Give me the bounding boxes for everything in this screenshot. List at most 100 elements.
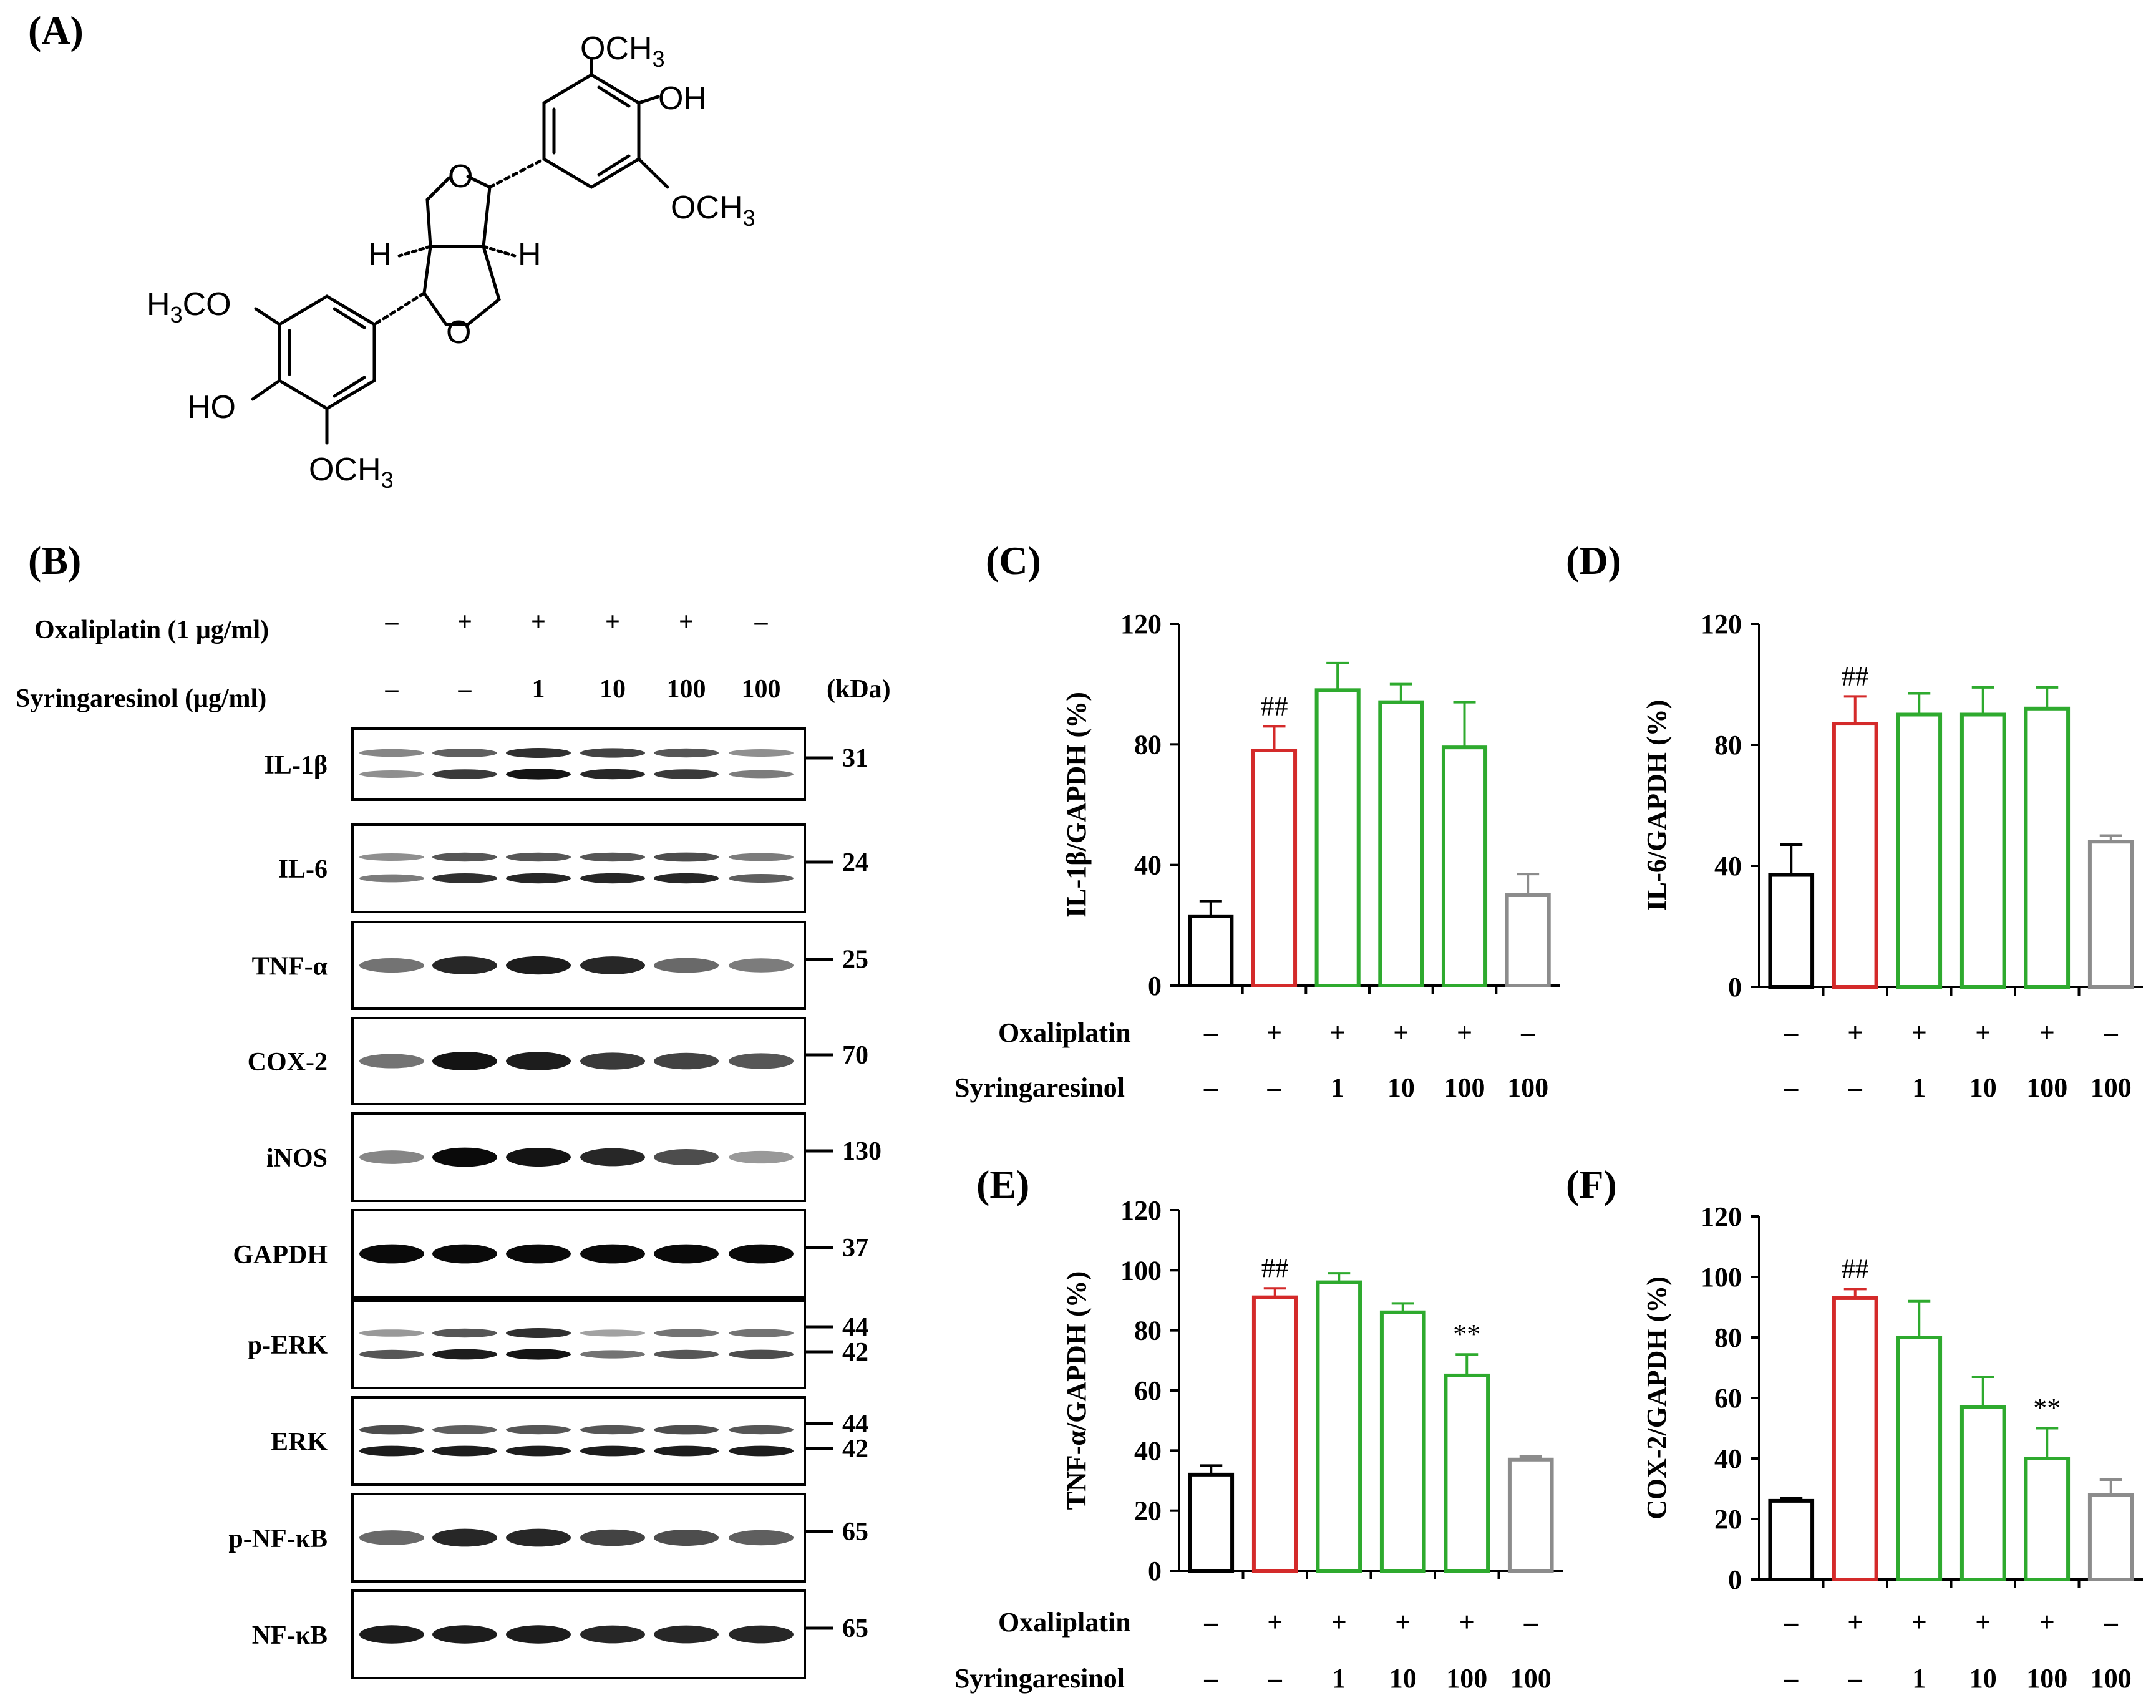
blot-band (580, 748, 645, 758)
blot-band (432, 1349, 497, 1360)
syringaresinol-dose: – (1267, 1072, 1282, 1103)
panel-label-d: (D) (1566, 538, 1621, 583)
marker-kda-label: 70 (842, 1041, 868, 1070)
blot-band (359, 1445, 424, 1457)
oxaliplatin-sign: + (1393, 1017, 1409, 1048)
y-axis-label: IL-1β/GAPDH (%) (1061, 692, 1092, 918)
significance-annotation: ## (1261, 1253, 1289, 1283)
blot-oxaliplatin-sign: + (679, 608, 694, 636)
y-axis-label: COX-2/GAPDH (%) (1641, 1276, 1672, 1520)
blot-protein-label: GAPDH (233, 1241, 328, 1269)
oxaliplatin-sign: + (1911, 1017, 1927, 1048)
oxaliplatin-sign: + (1459, 1607, 1475, 1638)
marker-kda-label: 42 (842, 1338, 868, 1367)
syringaresinol-dose: 100 (2090, 1072, 2132, 1103)
och3-right-label: OCH3 (671, 190, 755, 231)
oxaliplatin-sign: – (1784, 1017, 1799, 1048)
oxaliplatin-label: Oxaliplatin (998, 1017, 1131, 1048)
blot-protein-label: ERK (271, 1428, 328, 1457)
blot-oxaliplatin-sign: – (385, 608, 399, 636)
blot-band (432, 1528, 497, 1547)
y-tick-label: 80 (1714, 730, 1742, 760)
oxaliplatin-sign: + (1975, 1017, 1991, 1048)
marker-kda-label: 65 (842, 1518, 868, 1546)
marker-kda-label: 24 (842, 848, 868, 877)
blot-band (654, 852, 719, 862)
syringaresinol-row-label: Syringaresinol (μg/ml) (16, 684, 266, 713)
blot-band (580, 1052, 645, 1070)
blot-membrane (351, 823, 806, 913)
kda-label: (kDa) (827, 675, 891, 704)
blot-band (359, 1150, 424, 1164)
blot-band (580, 769, 645, 780)
blot-band (359, 770, 424, 778)
syringaresinol-dose: – (1268, 1663, 1283, 1694)
blot-syringaresinol-dose: 1 (532, 675, 545, 704)
blot-membrane (351, 1396, 806, 1486)
oxaliplatin-sign: – (1203, 1607, 1218, 1638)
blot-membrane (351, 1299, 806, 1389)
blot-protein-label: p-NF-κB (228, 1525, 328, 1553)
blot-protein-label: COX-2 (248, 1048, 328, 1077)
y-tick-label: 60 (1134, 1376, 1162, 1406)
o-top-label: O (448, 158, 473, 195)
y-tick-label: 0 (1148, 1556, 1162, 1586)
oxaliplatin-sign: + (2039, 1607, 2055, 1638)
blot-band (506, 1625, 571, 1644)
oxaliplatin-sign: + (1330, 1017, 1346, 1048)
blot-band (506, 873, 571, 884)
blot-band (654, 1052, 719, 1070)
blot-band (506, 1328, 571, 1338)
syringaresinol-dose: – (1848, 1072, 1863, 1103)
blot-band (432, 1051, 497, 1071)
y-tick-label: 40 (1134, 1435, 1162, 1466)
blot-band (506, 1445, 571, 1457)
y-tick-label: 40 (1134, 850, 1162, 881)
y-tick-label: 100 (1701, 1262, 1742, 1293)
syringaresinol-dose: 10 (1969, 1663, 1997, 1694)
chart-C: 0 40 80 120 – – + – +1 +10 +100 – 100 ## IL-1β/GAPDH (… (954, 609, 1560, 1103)
upper-furan-ring (425, 175, 492, 248)
blot-band (729, 874, 794, 883)
oxaliplatin-sign: – (1784, 1607, 1799, 1638)
syringaresinol-dose: – (1848, 1663, 1863, 1694)
y-axis-label: IL-6/GAPDH (%) (1641, 700, 1672, 911)
blot-band (580, 956, 645, 974)
blot-band (654, 1329, 719, 1337)
marker-kda-label: 44 (842, 1410, 868, 1439)
bar (1505, 893, 1551, 987)
bar (1441, 745, 1488, 987)
panel-label-c: (C) (986, 538, 1041, 583)
blot-band (729, 1530, 794, 1546)
bar (1959, 1405, 2006, 1582)
marker-kda-label: 25 (842, 946, 868, 974)
significance-annotation: ## (1842, 661, 1869, 691)
bar (1316, 1280, 1362, 1573)
ho-left-label: HO (187, 389, 236, 425)
oxaliplatin-row-label: Oxaliplatin (1 μg/ml) (34, 616, 269, 644)
syringaresinol-dose: 100 (2090, 1663, 2132, 1694)
blot-oxaliplatin-sign: + (457, 608, 472, 636)
blot-band (506, 748, 571, 758)
syringaresinol-dose: 1 (1912, 1663, 1926, 1694)
oxaliplatin-sign: + (1847, 1017, 1863, 1048)
bar (1378, 700, 1424, 987)
y-tick-label: 60 (1714, 1383, 1742, 1414)
oxaliplatin-sign: – (2104, 1607, 2119, 1638)
y-tick-label: 0 (1728, 1565, 1742, 1595)
blot-band (654, 958, 719, 973)
blot-band (359, 1425, 424, 1435)
oxaliplatin-label: Oxaliplatin (998, 1607, 1131, 1638)
blot-oxaliplatin-sign: + (531, 608, 546, 636)
syringaresinol-label: Syringaresinol (954, 1663, 1125, 1694)
blot-band (580, 1329, 645, 1337)
bar (2087, 1493, 2134, 1581)
blot-band (432, 749, 497, 757)
och3-bottom-label: OCH3 (309, 452, 394, 493)
blot-syringaresinol-dose: 100 (742, 675, 781, 704)
y-tick-label: 40 (1714, 1444, 1742, 1474)
blot-band (654, 873, 719, 884)
blot-band (506, 1052, 571, 1070)
blot-protein-label: iNOS (266, 1144, 328, 1173)
syringaresinol-dose: – (1203, 1072, 1218, 1103)
